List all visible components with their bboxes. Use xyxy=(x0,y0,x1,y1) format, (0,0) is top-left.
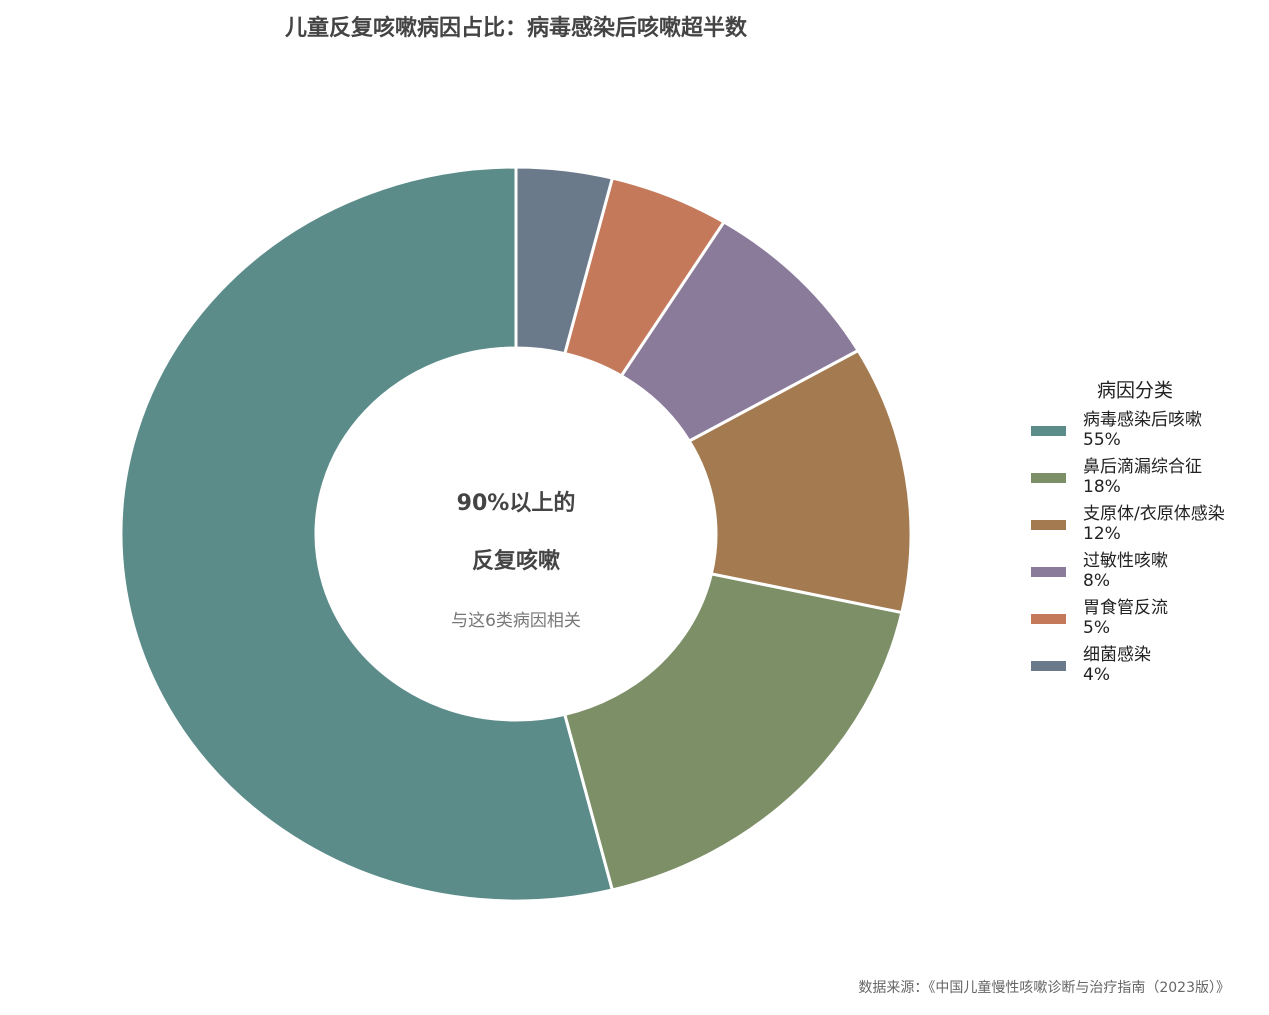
legend-title: 病因分类 xyxy=(1097,380,1173,402)
legend-value: 55% xyxy=(1083,430,1121,450)
legend-swatch xyxy=(1031,661,1066,671)
legend-label: 鼻后滴漏综合征 xyxy=(1083,457,1202,477)
legend-swatch xyxy=(1031,520,1066,530)
legend-label: 支原体/衣原体感染 xyxy=(1083,504,1225,524)
legend-swatch xyxy=(1031,614,1066,624)
center-subtext: 与这6类病因相关 xyxy=(451,611,581,631)
donut-slice xyxy=(562,572,904,892)
donut-slice xyxy=(514,165,615,356)
legend-value: 4% xyxy=(1083,665,1110,685)
legend-swatch xyxy=(1031,473,1066,483)
legend-value: 12% xyxy=(1083,524,1121,544)
legend-label: 胃食管反流 xyxy=(1083,598,1168,618)
legend-value: 5% xyxy=(1083,618,1110,638)
legend-value: 18% xyxy=(1083,477,1121,497)
source-note: 数据来源：《中国儿童慢性咳嗽诊断与治疗指南（2023版）》 xyxy=(858,979,1230,996)
center-text: 反复咳嗽 xyxy=(472,548,560,574)
chart-title: 儿童反复咳嗽病因占比：病毒感染后咳嗽超半数 xyxy=(284,15,748,41)
donut-slice xyxy=(687,348,913,615)
legend-swatch xyxy=(1031,567,1066,577)
legend-value: 8% xyxy=(1083,571,1110,591)
legend-label: 细菌感染 xyxy=(1083,645,1151,665)
donut-slice xyxy=(119,165,615,903)
legend-swatch xyxy=(1031,426,1066,436)
legend-label: 病毒感染后咳嗽 xyxy=(1083,410,1202,430)
legend-label: 过敏性咳嗽 xyxy=(1083,551,1168,571)
center-text: 90%以上的 xyxy=(457,490,576,516)
